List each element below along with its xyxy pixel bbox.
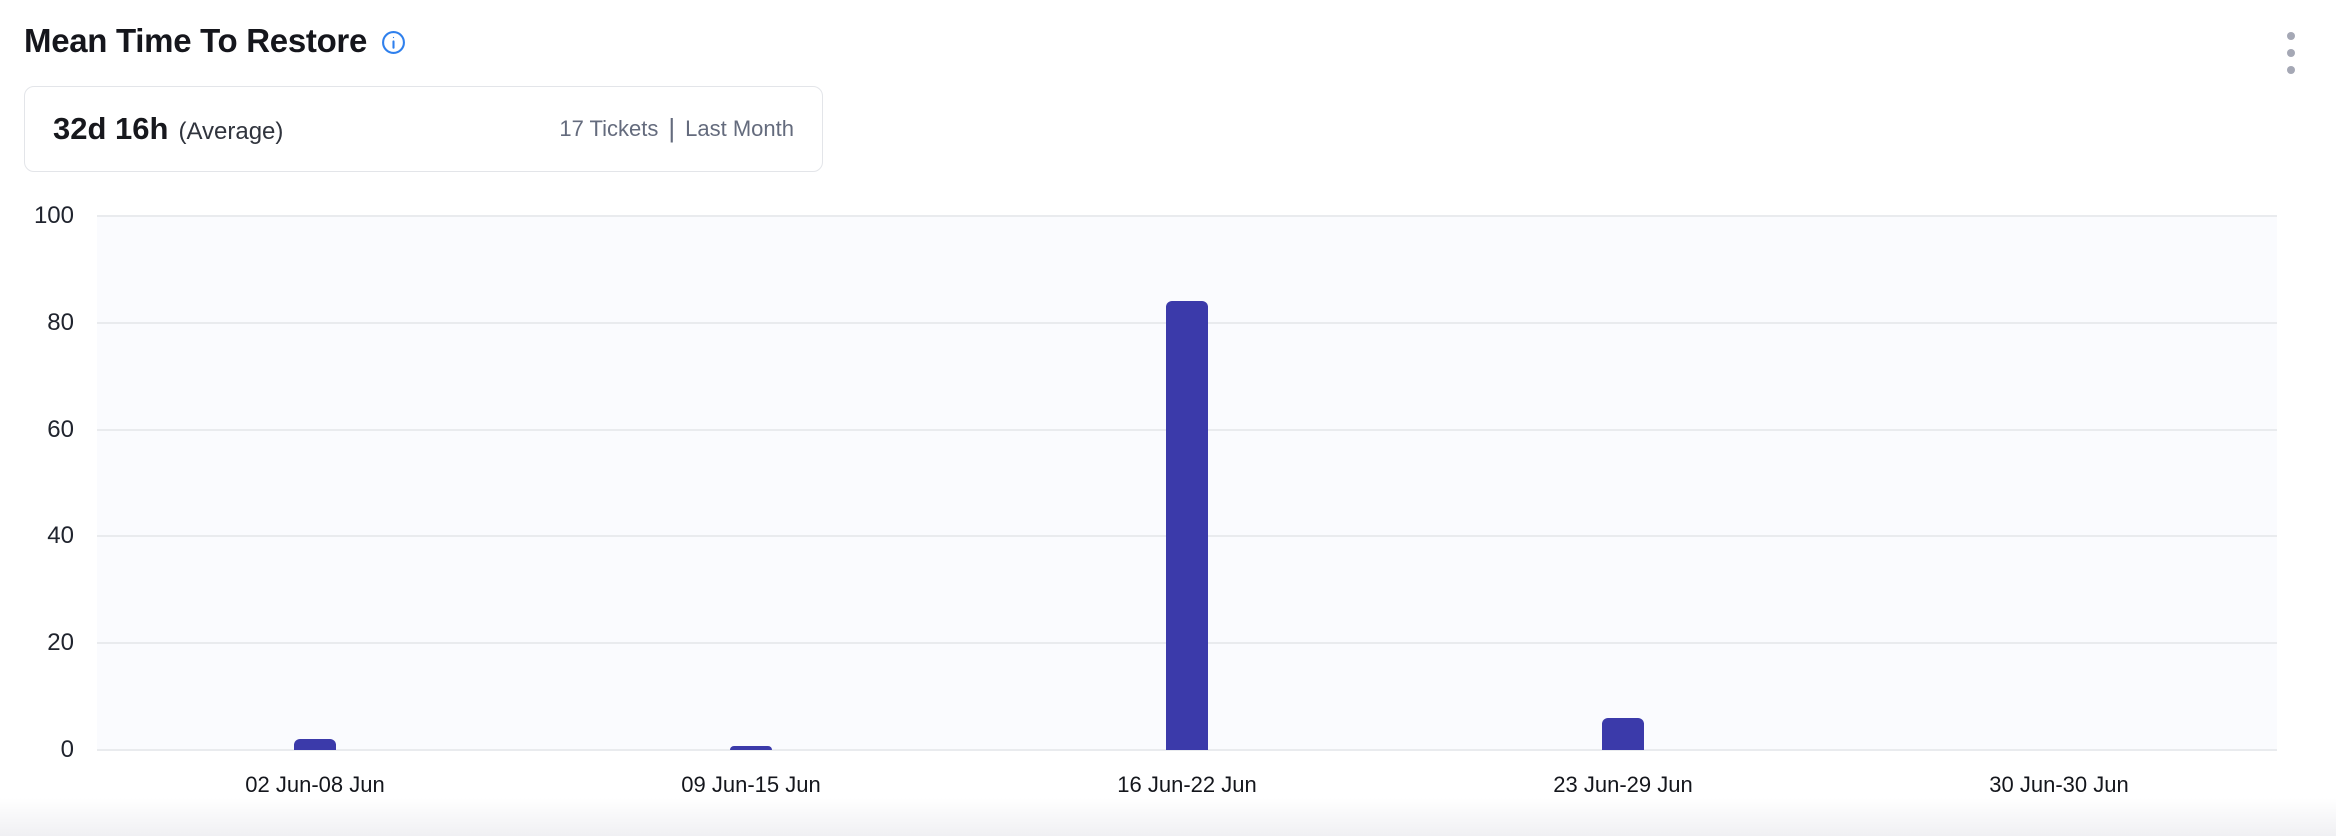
kebab-dot — [2287, 66, 2295, 74]
y-tick-label-20: 20 — [47, 629, 74, 657]
bar-09 Jun-15 Jun[interactable] — [730, 746, 772, 750]
bar-02 Jun-08 Jun[interactable] — [294, 739, 336, 750]
summary-value-group: 32d 16h (Average) — [53, 111, 283, 147]
y-tick-label-0: 0 — [60, 736, 74, 763]
bar-16 Jun-22 Jun[interactable] — [1166, 301, 1208, 750]
tickets-count: 17 Tickets — [559, 116, 659, 141]
x-tick-label-16 Jun-22 Jun: 16 Jun-22 Jun — [1117, 772, 1257, 797]
kebab-dot — [2287, 32, 2295, 40]
kebab-dot — [2287, 49, 2295, 57]
summary-card: 32d 16h (Average) 17 Tickets | Last Mont… — [24, 86, 823, 172]
average-label: (Average) — [178, 118, 284, 145]
meta-divider: | — [668, 112, 676, 143]
x-tick-label-30 Jun-30 Jun: 30 Jun-30 Jun — [1989, 772, 2129, 797]
bar-23 Jun-29 Jun[interactable] — [1602, 718, 1644, 750]
average-value: 32d 16h — [53, 111, 169, 146]
gridline-0 — [97, 749, 2277, 751]
period-label: Last Month — [685, 116, 794, 141]
bar-chart-plot-area — [97, 215, 2277, 751]
y-tick-label-40: 40 — [47, 522, 74, 550]
x-tick-label-09 Jun-15 Jun: 09 Jun-15 Jun — [681, 772, 821, 797]
kebab-menu-icon[interactable] — [2279, 30, 2303, 76]
gridline-100 — [97, 215, 2277, 217]
x-tick-label-02 Jun-08 Jun: 02 Jun-08 Jun — [245, 772, 385, 797]
bottom-edge-strip — [0, 798, 2336, 836]
page-title: Mean Time To Restore — [24, 22, 368, 59]
info-icon[interactable] — [381, 30, 406, 55]
y-tick-label-60: 60 — [47, 415, 74, 443]
x-tick-label-23 Jun-29 Jun: 23 Jun-29 Jun — [1553, 772, 1693, 797]
y-tick-label-100: 100 — [33, 202, 74, 229]
y-tick-label-80: 80 — [47, 308, 74, 336]
widget-header: Mean Time To Restore — [24, 22, 406, 60]
summary-meta: 17 Tickets | Last Month — [559, 112, 794, 145]
